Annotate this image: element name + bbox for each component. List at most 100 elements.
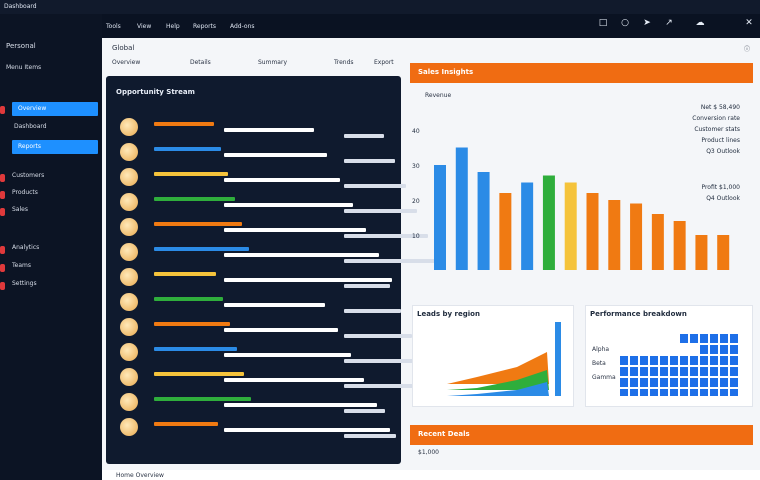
grid-cell	[650, 378, 658, 387]
row-bar	[344, 184, 406, 188]
grid-cell	[720, 356, 728, 365]
leads-card: Leads by region	[412, 305, 574, 407]
row-bar	[224, 228, 366, 232]
row-bar	[154, 322, 230, 326]
tab-summary[interactable]: Summary	[258, 59, 287, 66]
info-icon[interactable]: ⓘ	[744, 46, 751, 53]
grid-cell	[710, 389, 718, 396]
grid-cell	[620, 378, 628, 387]
menu-item-reports[interactable]: Reports	[193, 23, 217, 30]
avatar	[120, 218, 138, 236]
area-series-green	[447, 370, 549, 390]
recent-deals-header: Recent Deals	[410, 425, 753, 445]
row-bar	[154, 297, 223, 301]
avatar	[120, 343, 138, 361]
bar	[521, 182, 534, 270]
recent-deal-value: $1,000	[418, 449, 439, 456]
bar	[434, 165, 446, 270]
grid-cell	[700, 378, 708, 387]
close-icon[interactable]: ✕	[745, 18, 753, 28]
avatar	[120, 418, 138, 436]
grid-cell	[700, 334, 708, 343]
grid-cell	[720, 378, 728, 387]
row-bar	[344, 234, 428, 238]
bell-icon[interactable]: □	[598, 18, 608, 28]
area-chart	[447, 322, 561, 396]
grid-cell	[710, 367, 718, 376]
share-icon[interactable]: ↗	[665, 18, 673, 28]
menu-item-tools[interactable]: Tools	[106, 23, 121, 30]
grid-cell	[700, 356, 708, 365]
revenue-bar-chart: 40 30 20 10	[412, 128, 730, 270]
grid-cell	[730, 345, 738, 354]
status-dot	[0, 264, 5, 272]
grid-cell	[620, 389, 628, 396]
sales-insights-title: Sales Insights	[418, 68, 474, 76]
send-icon[interactable]: ➤	[643, 18, 651, 28]
footer: Home Overview	[102, 470, 760, 480]
sidebar-item-settings[interactable]: Settings	[12, 280, 37, 287]
tab-trends[interactable]: Trends	[334, 59, 354, 66]
sidebar-item-dashboard[interactable]: Dashboard	[14, 123, 47, 130]
callout-value: Profit $1,000	[701, 184, 740, 191]
grid-cell	[730, 356, 738, 365]
grid-label: Beta	[592, 360, 606, 367]
grid-label: Gamma	[592, 374, 616, 381]
legend-item: Conversion rate	[692, 115, 740, 122]
row-bar	[224, 328, 338, 332]
sidebar-item-sales[interactable]: Sales	[12, 206, 28, 213]
bar	[608, 200, 621, 270]
bar	[564, 182, 577, 270]
bar	[499, 193, 512, 270]
status-dot	[0, 191, 5, 199]
grid-cell	[710, 334, 718, 343]
menu-item-view[interactable]: View	[137, 23, 152, 30]
cloud-icon[interactable]: ☁	[695, 18, 705, 28]
y-tick-label: 20	[412, 198, 420, 205]
menu-item-addons[interactable]: Add-ons	[230, 23, 255, 30]
page-title: Global	[112, 44, 135, 52]
grid-cell	[670, 367, 678, 376]
grid-cell	[690, 334, 698, 343]
grid-cell	[720, 334, 728, 343]
grid-cell	[700, 367, 708, 376]
grid-cell	[640, 356, 648, 365]
user-icon[interactable]: ○	[621, 18, 629, 28]
sidebar-item-overview[interactable]: Overview	[12, 102, 98, 116]
grid-cell	[730, 367, 738, 376]
grid-cell	[680, 356, 688, 365]
footer-text: Home Overview	[116, 472, 164, 479]
legend-item: Q3 Outlook	[706, 148, 740, 155]
row-bar	[344, 134, 384, 138]
grid-cell	[670, 356, 678, 365]
tab-details[interactable]: Details	[190, 59, 211, 66]
row-bar	[224, 378, 364, 382]
y-tick-label: 40	[412, 128, 420, 135]
sidebar-item-teams[interactable]: Teams	[12, 262, 31, 269]
sidebar-item-analytics[interactable]: Analytics	[12, 244, 40, 251]
menu-item-help[interactable]: Help	[166, 23, 180, 30]
y-tick-label: 30	[412, 163, 420, 170]
row-bar	[224, 128, 314, 132]
performance-card: Performance breakdown Alpha Beta Gamma	[585, 305, 753, 407]
tab-export[interactable]: Export	[374, 59, 394, 66]
grid-cell	[670, 389, 678, 396]
row-bar	[154, 397, 251, 401]
row-bar	[224, 203, 353, 207]
grid-cell	[730, 378, 738, 387]
sidebar-item-products[interactable]: Products	[12, 189, 38, 196]
sidebar: Personal Menu Items Overview Dashboard R…	[0, 14, 102, 480]
app-title: Dashboard	[4, 3, 37, 10]
grid-cell	[690, 367, 698, 376]
sidebar-item-reports[interactable]: Reports	[12, 140, 98, 154]
status-dot	[0, 106, 5, 114]
status-dot	[0, 246, 5, 254]
tab-overview[interactable]: Overview	[112, 59, 141, 66]
row-bar	[344, 334, 412, 338]
grid-cell	[630, 367, 638, 376]
grid-cell	[660, 367, 668, 376]
row-bar	[344, 409, 385, 413]
row-bar	[344, 284, 390, 288]
sidebar-item-customers[interactable]: Customers	[12, 172, 45, 179]
row-bar	[224, 303, 325, 307]
